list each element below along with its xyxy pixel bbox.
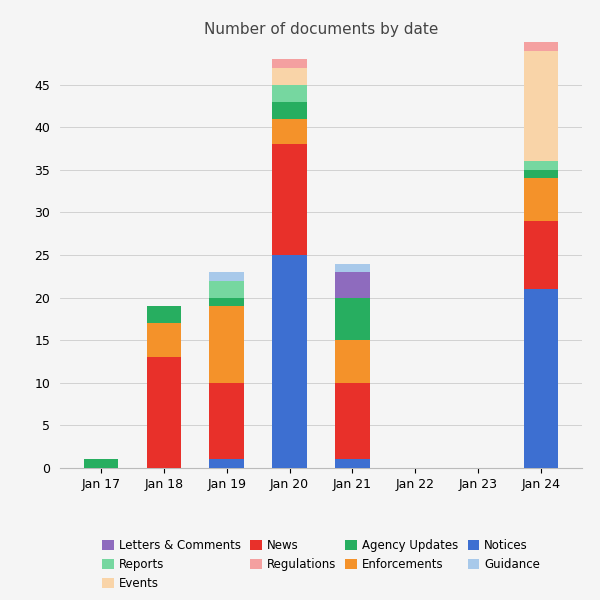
Bar — [524, 170, 558, 178]
Bar — [272, 119, 307, 144]
Bar — [524, 289, 558, 468]
Bar — [524, 178, 558, 221]
Bar — [146, 357, 181, 468]
Bar — [524, 42, 558, 50]
Bar — [146, 306, 181, 323]
Bar — [524, 50, 558, 161]
Bar — [209, 281, 244, 298]
Legend: Letters & Comments, Reports, Events, News, Regulations, Agency Updates, Enforcem: Letters & Comments, Reports, Events, New… — [96, 533, 546, 596]
Bar — [209, 383, 244, 460]
Bar — [335, 263, 370, 272]
Bar — [209, 272, 244, 281]
Bar — [272, 101, 307, 119]
Bar — [272, 85, 307, 101]
Bar — [524, 161, 558, 170]
Bar — [335, 298, 370, 340]
Bar — [272, 144, 307, 255]
Bar — [335, 460, 370, 468]
Bar — [524, 221, 558, 289]
Bar — [209, 306, 244, 383]
Title: Number of documents by date: Number of documents by date — [204, 22, 438, 37]
Bar — [209, 460, 244, 468]
Bar — [335, 383, 370, 460]
Bar — [209, 298, 244, 306]
Bar — [272, 255, 307, 468]
Bar — [272, 68, 307, 85]
Bar — [335, 340, 370, 383]
Bar — [84, 460, 118, 468]
Bar — [146, 323, 181, 357]
Bar — [335, 272, 370, 298]
Bar — [272, 59, 307, 68]
